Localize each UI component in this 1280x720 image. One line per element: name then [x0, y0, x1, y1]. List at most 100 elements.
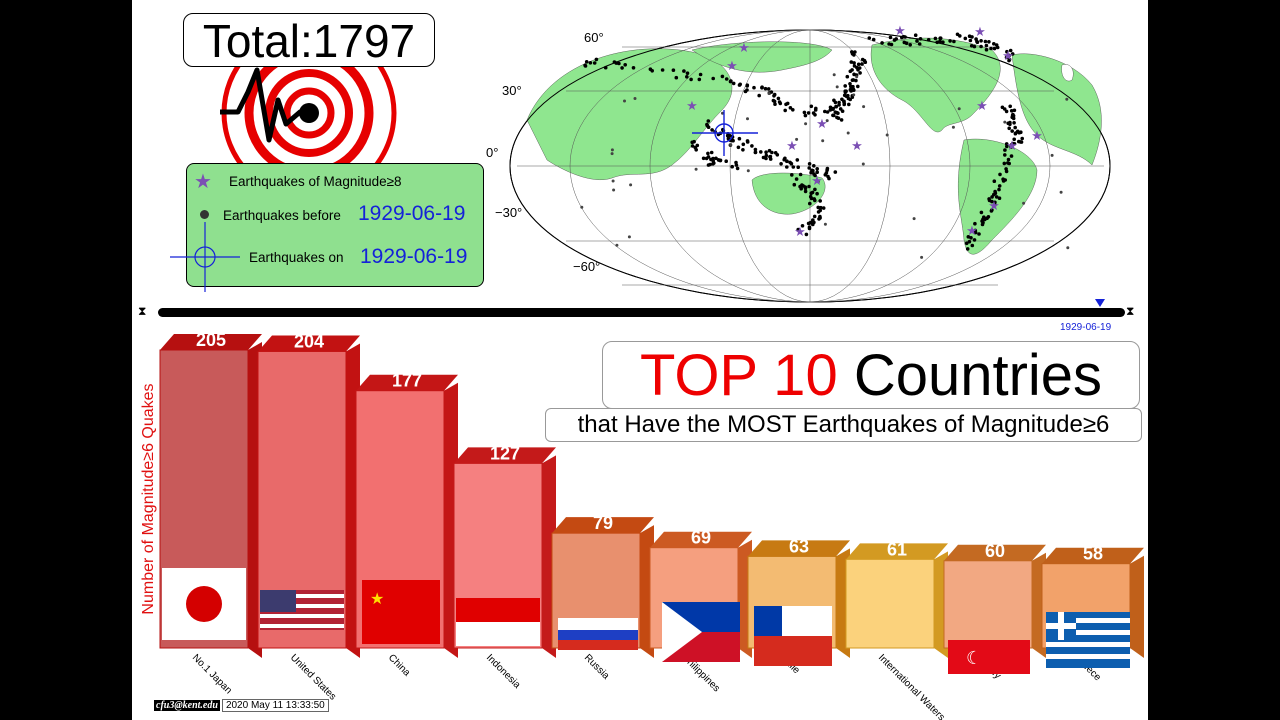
quake-dot: [837, 100, 841, 105]
quake-dot: [997, 196, 1002, 200]
quake-dot: [803, 113, 808, 118]
quake-dot: [825, 119, 829, 123]
quake-dot: [825, 166, 830, 171]
quake-dot: [790, 173, 794, 177]
timeline-bar[interactable]: [158, 308, 1125, 317]
legend-date-on: 1929-06-19: [360, 245, 468, 268]
quake-dot: [970, 243, 975, 248]
quake-dot: [843, 84, 847, 88]
quake-dot: [685, 71, 690, 75]
quake-dot: [1004, 169, 1009, 174]
quake-dot: [612, 188, 616, 192]
quake-dot: [741, 142, 746, 147]
quake-dot: [993, 200, 997, 205]
quake-dot: [951, 125, 955, 129]
quake-dot: [807, 166, 811, 170]
quake-dot: [685, 75, 689, 79]
quake-dot: [935, 40, 939, 45]
quake-dot: [888, 35, 893, 40]
bar-top: [650, 531, 752, 548]
quake-dot: [846, 96, 851, 101]
quake-dot: [908, 43, 912, 47]
quake-dot: [808, 201, 812, 206]
quake-dot: [842, 99, 846, 104]
quake-points: ★★★★★★★ ★★★★★★★★★: [580, 23, 1070, 259]
svg-text:★: ★: [370, 591, 384, 608]
quake-dot: [854, 78, 858, 83]
quake-dot: [894, 37, 898, 41]
quake-dot: [815, 170, 819, 174]
bar-value-label: 61: [887, 539, 907, 559]
quake-dot: [832, 73, 836, 77]
quake-dot: [833, 100, 838, 105]
category-label: No.1 Japan: [190, 652, 234, 696]
quake-dot: [852, 93, 856, 97]
credit: cfu3@kent.edu 2020 May 11 13:33:50: [154, 699, 329, 712]
quake-dot: [1002, 161, 1007, 166]
quake-dot: [766, 87, 771, 91]
quake-dot: [815, 167, 819, 171]
dot-icon: [200, 210, 209, 219]
quake-dot: [768, 154, 773, 159]
quake-dot: [706, 119, 711, 123]
quake-dot: [834, 104, 838, 109]
quake-dot: [714, 156, 718, 161]
quake-dot: [701, 156, 706, 161]
quake-dot: [816, 210, 821, 214]
quake-dot: [761, 155, 766, 160]
quake-dot: [918, 37, 923, 41]
quake-dot: [1013, 125, 1017, 130]
quake-dot: [736, 145, 741, 150]
timeline-marker-icon[interactable]: [1094, 299, 1105, 307]
quake-dot: [842, 102, 846, 107]
quake-dot: [860, 57, 865, 62]
star-icon: ★: [194, 171, 212, 193]
stage: ★ ★ ★ ★ ★ ★ ★ ★ ★ ★ ★ ★ ★ ★ ★ ★ 205 No.1 Japan 204 United …: [132, 0, 1148, 720]
hourglass-start-icon: ⧗: [138, 304, 147, 318]
quake-dot: [977, 232, 981, 236]
category-label: Indonesia: [484, 652, 523, 691]
quake-dot: [821, 139, 825, 143]
quake-dot: [1010, 115, 1014, 120]
quake-dot: [1004, 109, 1009, 114]
quake-dot: [846, 131, 850, 135]
quake-dot: [1022, 201, 1026, 205]
lat-label-60s: −60°: [573, 259, 601, 274]
quake-dot: [721, 111, 724, 115]
quake-dot: [855, 75, 859, 79]
big-quake-star: ★: [976, 98, 988, 113]
quake-dot: [1065, 97, 1069, 101]
quake-dot: [818, 199, 822, 203]
quake-dot: [821, 206, 826, 210]
quake-dot: [800, 224, 805, 228]
quake-dot: [832, 113, 836, 118]
quake-dot: [972, 44, 977, 49]
quake-dot: [920, 255, 924, 259]
quake-dot: [941, 40, 945, 44]
quake-dot: [783, 108, 787, 113]
bar-top: [944, 544, 1046, 561]
quake-dot: [852, 53, 856, 57]
quake-dot: [711, 76, 715, 81]
quake-dot: [847, 102, 851, 107]
quake-dot: [952, 39, 956, 44]
quake-dot: [979, 44, 983, 49]
total-count: Total:1797: [183, 13, 435, 67]
quake-dot: [671, 68, 676, 72]
quake-dot: [969, 44, 974, 48]
quake-dot: [1012, 108, 1017, 113]
quake-dot: [594, 57, 599, 62]
quake-dot: [804, 122, 808, 126]
quake-dot: [812, 214, 817, 219]
quake-dot: [833, 170, 838, 174]
quake-dot: [913, 33, 918, 37]
y-axis-label: Number of Magnitude≥6 Quakes: [140, 383, 157, 615]
quake-dot: [862, 105, 866, 109]
quake-dot: [987, 40, 991, 44]
quake-dot: [902, 40, 907, 45]
quake-dot: [1006, 161, 1010, 165]
quake-dot: [783, 156, 787, 161]
quake-dot: [813, 198, 817, 203]
quake-dot: [836, 111, 840, 115]
